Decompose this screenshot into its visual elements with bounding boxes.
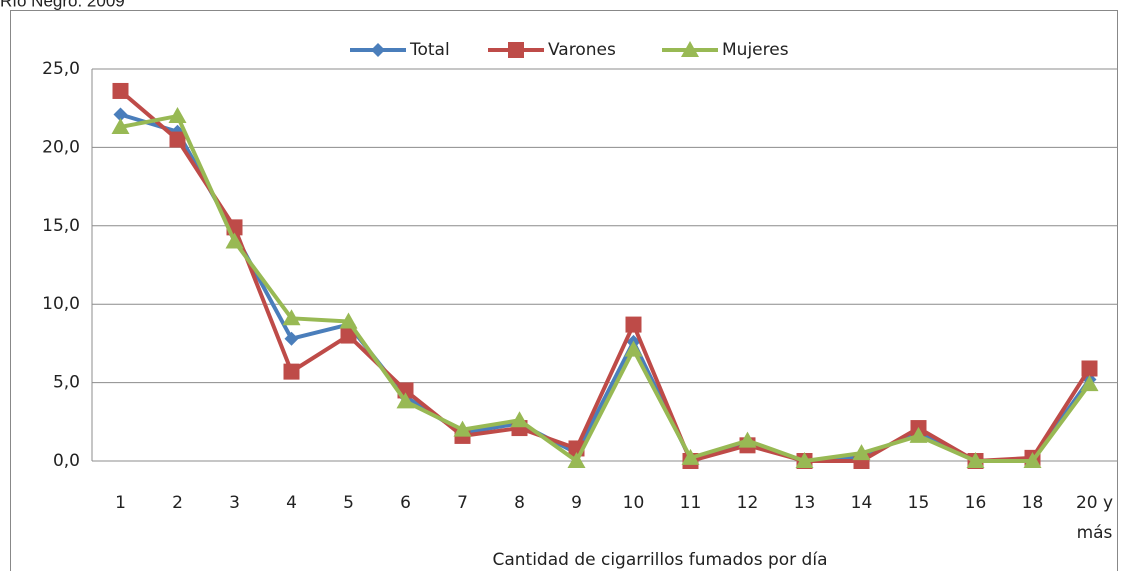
y-tick-label: 5,0 [53,373,80,393]
x-tick-label: 18 [1022,493,1044,513]
point [966,452,985,468]
point [909,426,928,443]
point [795,452,814,468]
point [112,82,129,99]
x-tick-label: 9 [571,493,582,513]
y-tick-label: 15,0 [42,216,80,236]
x-tick-label: 1 [115,493,126,513]
point [113,107,128,122]
point [510,411,529,428]
y-tick-label: 10,0 [42,294,80,314]
x-tick-label: 15 [908,493,930,513]
series-line [119,112,1092,463]
legend-label: Varones [548,40,616,60]
x-tick-label: 6 [400,493,411,513]
point [340,327,357,344]
point [453,420,472,437]
point [282,309,301,326]
legend-marker [508,42,524,58]
series-line [120,114,1092,463]
x-tick-label: 7 [457,493,468,513]
legend-marker [371,43,385,57]
point [1080,375,1099,392]
y-tick-label: 0,0 [53,451,80,471]
x-tick-label: 11 [680,493,702,513]
x-tick-label: 10 [623,493,645,513]
point [111,118,130,135]
point [168,107,187,124]
x-tick-label: 14 [851,493,873,513]
x-axis-title: Cantidad de cigarrillos fumados por día [492,550,827,570]
chart-frame [10,10,1118,571]
y-tick-label: 20,0 [42,137,80,157]
point [396,392,415,409]
point [1023,452,1042,468]
point [225,232,244,249]
x-tick-label: 20 y más [1076,493,1113,543]
point [624,340,643,357]
point [1081,360,1098,377]
point [625,316,642,333]
point [852,444,871,461]
x-tick-label: 4 [286,493,297,513]
x-tick-label: 3 [229,493,240,513]
legend-label: Mujeres [722,40,789,60]
x-tick-label: 5 [343,493,354,513]
x-tick-label: 12 [737,493,759,513]
point [169,131,186,148]
y-tick-label: 25,0 [42,59,80,79]
series-line [119,89,1092,463]
point [681,448,700,465]
x-tick-label: 16 [965,493,987,513]
point [283,363,300,380]
x-tick-label: 13 [794,493,816,513]
x-tick-label: 2 [172,493,183,513]
point [284,331,299,346]
point [738,431,757,448]
legend-label: Total [409,40,450,60]
x-tick-label: 8 [514,493,525,513]
legend-marker [681,41,699,57]
chart-title: Río Negro. 2009 [0,0,125,10]
point [339,312,358,329]
point [567,452,586,468]
